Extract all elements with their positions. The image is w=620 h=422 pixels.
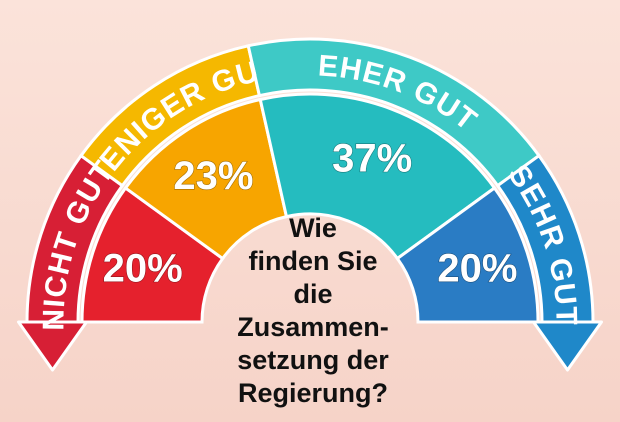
question-line: Wie — [289, 213, 337, 243]
band-segment — [495, 153, 595, 324]
value-label: 37% — [332, 136, 412, 180]
pie-slice — [395, 185, 540, 324]
value-label: 20% — [437, 247, 517, 291]
right-arrow-head — [532, 320, 603, 372]
center-question: Wie finden Sie die Zusammen- setzung der… — [218, 212, 408, 410]
question-line: setzung der — [237, 345, 389, 375]
question-line: finden Sie — [248, 246, 378, 276]
value-label: 20% — [103, 247, 183, 291]
question-line: Regierung? — [237, 378, 388, 408]
question-line: die Zusammen- — [237, 279, 389, 342]
pie-slice — [258, 92, 497, 261]
value-label: 23% — [173, 154, 253, 198]
